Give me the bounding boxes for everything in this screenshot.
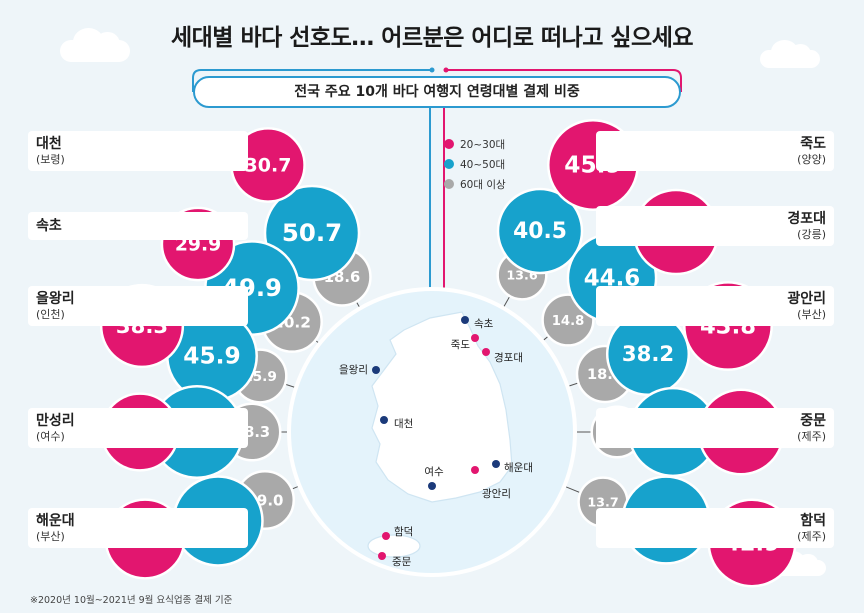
map-label: 대천	[394, 418, 413, 430]
map-label: 함덕	[394, 526, 413, 538]
map-label: 을왕리	[339, 364, 368, 376]
map-pin-icon	[492, 460, 500, 468]
cloud-decoration	[760, 40, 820, 68]
location-name: 해운대	[36, 513, 75, 529]
map-label: 해운대	[504, 461, 533, 474]
legend-swatch	[444, 179, 454, 189]
map-pin-icon	[461, 316, 469, 324]
map-label: 죽도	[451, 339, 471, 351]
bubble-value-label: 38.2	[622, 341, 674, 366]
location-name: 광안리	[787, 291, 826, 307]
location-name-label: 광안리 (부산)	[596, 286, 834, 326]
location-name-label: 해운대 (부산)	[28, 508, 248, 548]
bubble-40-50	[496, 187, 584, 275]
korea-peninsula-map	[371, 311, 513, 503]
connector-line-left	[192, 69, 432, 92]
map-label: 중문	[392, 556, 412, 568]
map-pin-icon	[372, 366, 380, 374]
location-name-label: 대천 (보령)	[28, 131, 248, 171]
location-name: 죽도	[800, 136, 826, 152]
location-region: (양양)	[797, 153, 826, 166]
connector-line-right	[446, 69, 682, 92]
location-region: (부산)	[36, 530, 65, 543]
location-name-label: 만성리 (여수)	[28, 408, 248, 448]
location-name: 함덕	[800, 513, 826, 529]
location-region: (제주)	[797, 430, 826, 443]
legend-swatch	[444, 159, 454, 169]
map-pin-icon	[382, 532, 390, 540]
cloud-decoration	[60, 27, 130, 62]
chart-title: 세대별 바다 선호도… 어르분은 어디로 떠나고 싶으세요	[170, 25, 694, 51]
map-pin-icon	[380, 416, 388, 424]
location-region: (강릉)	[797, 228, 826, 241]
jeju-island-map	[367, 534, 421, 558]
location-name-label: 속초	[28, 212, 248, 240]
legend-item-60plus: 60대 이상	[444, 174, 506, 194]
location-name-label: 경포대 (강릉)	[596, 206, 834, 246]
bubble-value-label: 14.8	[552, 314, 585, 329]
location-name-label: 을왕리 (인천)	[28, 286, 248, 326]
legend-swatch	[444, 139, 454, 149]
bubble-value-label: 13.7	[587, 495, 618, 510]
location-name: 속초	[36, 218, 62, 234]
location-name: 을왕리	[36, 291, 75, 307]
legend-label: 20~30대	[460, 138, 506, 151]
map-pin-icon	[471, 466, 479, 474]
map-pin-icon	[428, 482, 436, 490]
bubble-value-label: 40.5	[513, 219, 567, 244]
location-region: (부산)	[797, 308, 826, 321]
legend-item-40-50: 40~50대	[444, 154, 506, 174]
footnote: ※2020년 10월~2021년 9월 요식업종 결제 기준	[30, 595, 233, 606]
map-pin-icon	[378, 552, 386, 560]
map-label: 광안리	[482, 488, 511, 500]
map-label: 여수	[424, 466, 444, 478]
location-name: 중문	[800, 413, 826, 429]
location-region: (여수)	[36, 430, 65, 443]
legend-item-20-30: 20~30대	[444, 134, 506, 154]
chart-subtitle: 전국 주요 10개 바다 여행지 연령대별 결제 비중	[193, 76, 681, 108]
bubble-40-50	[263, 184, 361, 282]
location-name: 대천	[36, 136, 62, 152]
map-label: 속초	[474, 318, 494, 330]
location-region: (보령)	[36, 153, 65, 166]
location-region: (인천)	[36, 308, 65, 321]
legend-label: 60대 이상	[460, 178, 506, 191]
location-name-label: 함덕 (제주)	[596, 508, 834, 548]
legend-label: 40~50대	[460, 158, 506, 171]
bubble-value-label: 45.9	[183, 343, 240, 370]
map-pin-icon	[471, 334, 479, 342]
location-name-label: 죽도 (양양)	[596, 131, 834, 171]
map-pin-icon	[482, 348, 490, 356]
legend: 20~30대 40~50대 60대 이상	[444, 134, 506, 194]
map-label: 경포대	[494, 351, 523, 364]
bubble-value-label: 30.7	[245, 155, 292, 177]
location-name: 경포대	[787, 211, 826, 227]
bubble-value-label: 50.7	[282, 218, 342, 247]
location-name-label: 중문 (제주)	[596, 408, 834, 448]
location-region: (제주)	[797, 530, 826, 543]
location-name: 만성리	[36, 413, 75, 429]
